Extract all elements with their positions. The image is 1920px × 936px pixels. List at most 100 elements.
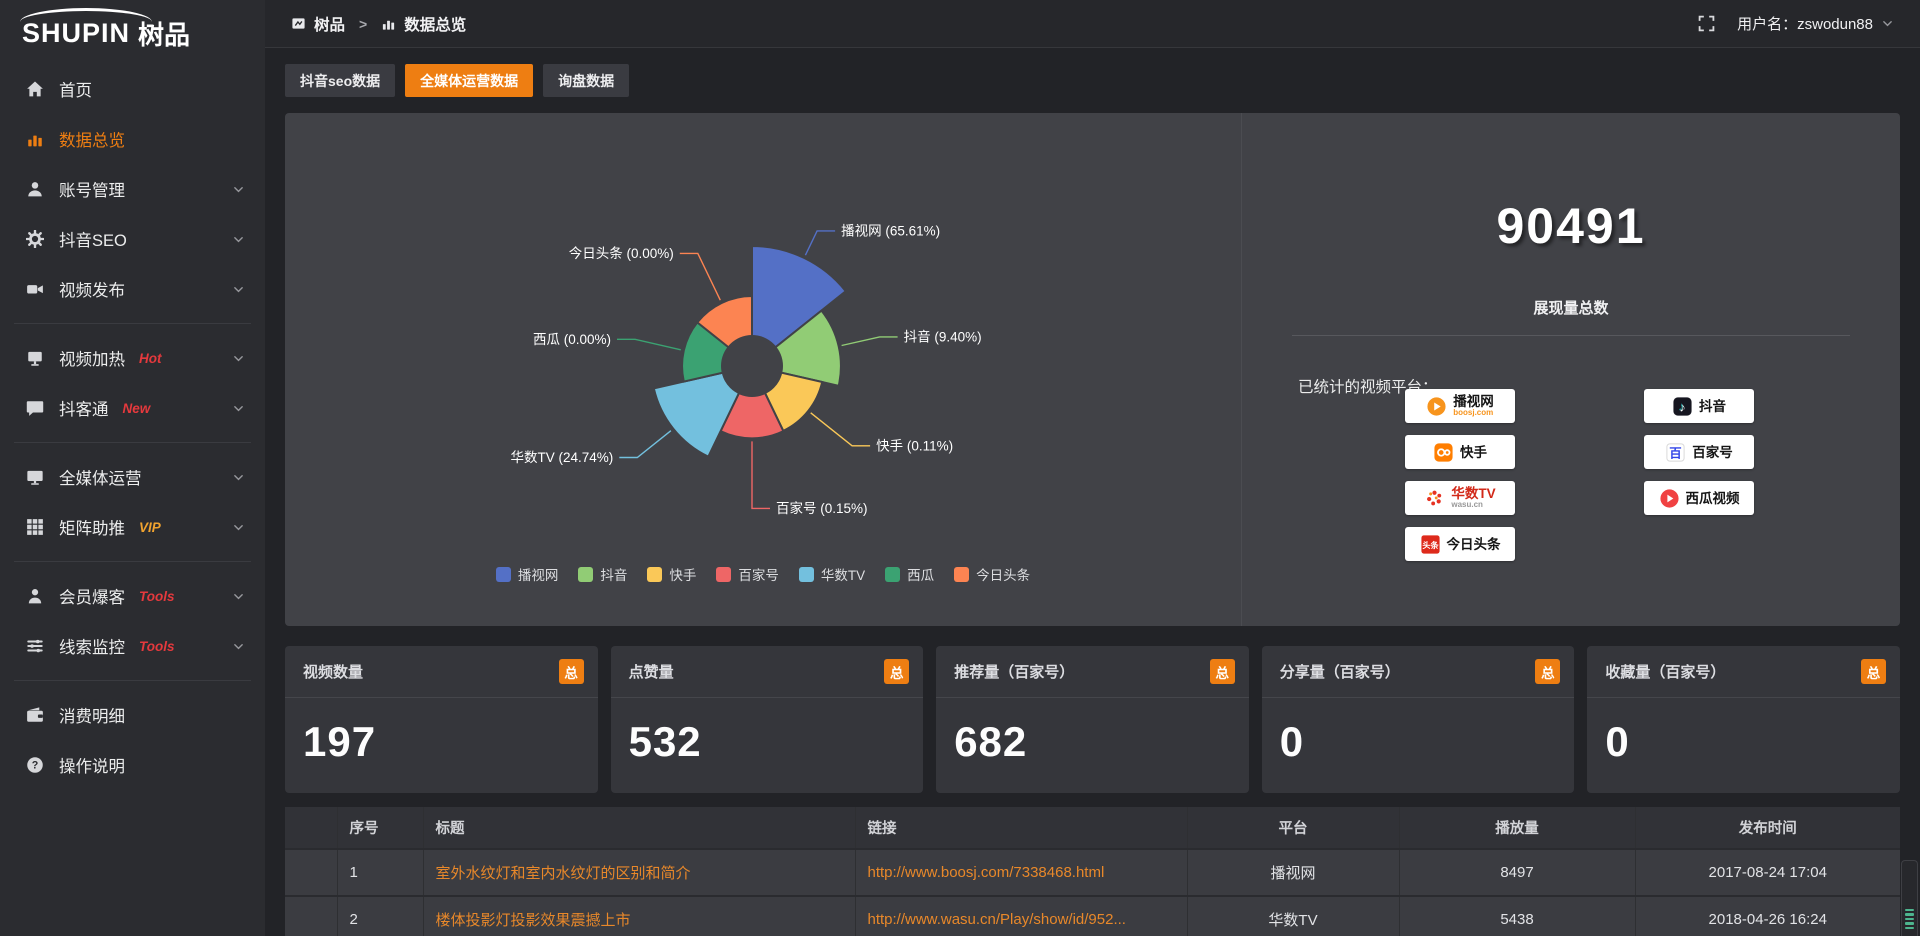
pie-slice-华数TV[interactable] bbox=[652, 364, 754, 459]
sidebar-item-label: 抖音SEO bbox=[59, 232, 127, 250]
sidebar-item-矩阵助推[interactable]: 矩阵助推 VIP bbox=[0, 502, 265, 552]
tab-抖音seo数据[interactable]: 抖音seo数据 bbox=[285, 64, 396, 97]
stat-card-label: 收藏量（百家号） bbox=[1605, 664, 1726, 681]
sidebar: SHUPIN 树品 首页数据总览账号管理抖音SEO 视频发布视频加热 Hot 抖客通 N… bbox=[0, 0, 265, 936]
stat-card-视频数量: 视频数量 总 197 bbox=[285, 646, 598, 793]
chevron-down-icon bbox=[232, 183, 245, 196]
legend-item-华数TV[interactable]: 华数TV bbox=[798, 564, 865, 584]
total-badge: 总 bbox=[884, 659, 910, 684]
sidebar-item-label: 账号管理 bbox=[59, 182, 125, 200]
chat-icon bbox=[26, 399, 44, 417]
toutiao-logo: 头条 bbox=[1420, 534, 1441, 555]
stat-card-value: 197 bbox=[303, 718, 377, 765]
cell-time: 2017-08-24 17:04 bbox=[1635, 849, 1900, 897]
cell-link[interactable]: http://www.boosj.com/7338468.html bbox=[855, 849, 1188, 897]
column-header-序号: 序号 bbox=[337, 807, 424, 850]
legend-swatch bbox=[647, 566, 663, 582]
cell-platform: 华数TV bbox=[1187, 896, 1400, 936]
tab-询盘数据[interactable]: 询盘数据 bbox=[543, 64, 630, 97]
cell-plays: 8497 bbox=[1399, 849, 1636, 897]
label-line-快手 bbox=[810, 412, 871, 447]
sidebar-item-账号管理[interactable]: 账号管理 bbox=[0, 164, 265, 214]
sidebar-item-label: 矩阵助推 bbox=[59, 520, 125, 538]
sidebar-item-label: 会员爆客 bbox=[59, 589, 125, 607]
stat-card-value: 0 bbox=[1605, 718, 1630, 765]
legend-label: 播视网 bbox=[517, 568, 559, 583]
legend-label: 快手 bbox=[669, 568, 697, 583]
sidebar-divider bbox=[14, 680, 251, 681]
legend-swatch bbox=[954, 566, 970, 582]
table-row: 1 室外水纹灯和室内水纹灯的区别和简介 http://www.boosj.com/7… bbox=[285, 849, 1900, 897]
stat-card-收藏量（百家号）: 收藏量（百家号） 总 0 bbox=[1587, 646, 1900, 793]
platform-badge-华数TV: 华数TV wasu.cn bbox=[1405, 481, 1515, 515]
sidebar-item-抖客通[interactable]: 抖客通 New bbox=[0, 383, 265, 433]
cell-index: 2 bbox=[337, 896, 424, 936]
legend-item-抖音[interactable]: 抖音 bbox=[578, 564, 627, 584]
sidebar-item-操作说明[interactable]: ? 操作说明 bbox=[0, 740, 265, 790]
total-badge: 总 bbox=[1209, 659, 1235, 684]
column-header-标题: 标题 bbox=[423, 807, 856, 850]
sidebar-item-label: 数据总览 bbox=[59, 132, 125, 150]
sidebar-item-数据总览[interactable]: 数据总览 bbox=[0, 114, 265, 164]
total-badge: 总 bbox=[558, 659, 584, 684]
sidebar-item-视频加热[interactable]: 视频加热 Hot bbox=[0, 333, 265, 383]
user-menu[interactable]: 用户名：zswodun88 bbox=[1737, 13, 1894, 34]
sidebar-item-label: 视频发布 bbox=[59, 282, 125, 300]
pie-label-今日头条: 今日头条 (0.00%) bbox=[569, 245, 674, 261]
legend-item-西瓜[interactable]: 西瓜 bbox=[885, 564, 934, 584]
sidebar-item-首页[interactable]: 首页 bbox=[0, 64, 265, 114]
platform-badge-name: 播视网 bbox=[1453, 394, 1494, 409]
stat-card-推荐量（百家号）: 推荐量（百家号） 总 682 bbox=[936, 646, 1249, 793]
cell-title[interactable]: 楼体投影灯投影效果震撼上市 bbox=[423, 896, 856, 936]
donut-hole bbox=[721, 335, 783, 397]
sidebar-item-全媒体运营[interactable]: 全媒体运营 bbox=[0, 452, 265, 502]
label-line-今日头条 bbox=[679, 252, 721, 301]
platform-badge-快手: 快手 bbox=[1405, 435, 1515, 469]
topbar-right: 用户名：zswodun88 bbox=[1698, 13, 1894, 34]
sidebar-item-消费明细[interactable]: 消费明细 bbox=[0, 690, 265, 740]
total-badge: 总 bbox=[1535, 659, 1561, 684]
wallet-icon bbox=[26, 706, 44, 724]
sidebar-item-线索监控[interactable]: 线索监控 Tools bbox=[0, 621, 265, 671]
legend-item-今日头条[interactable]: 今日头条 bbox=[954, 564, 1030, 584]
app-logo[interactable]: SHUPIN 树品 bbox=[0, 0, 265, 58]
stat-card-label: 分享量（百家号） bbox=[1279, 664, 1400, 681]
pie-slice-百家号[interactable] bbox=[719, 363, 785, 440]
column-header-平台: 平台 bbox=[1187, 807, 1400, 850]
chevron-down-icon bbox=[232, 233, 245, 246]
question-icon: ? bbox=[26, 756, 44, 774]
sidebar-item-抖音SEO[interactable]: 抖音SEO bbox=[0, 214, 265, 264]
boosj-logo bbox=[1426, 396, 1447, 417]
tab-全媒体运营数据[interactable]: 全媒体运营数据 bbox=[405, 64, 534, 97]
pie-label-快手: 快手 (0.11%) bbox=[876, 438, 953, 453]
pie-slice-播视网[interactable] bbox=[751, 244, 848, 369]
chevron-down-icon bbox=[232, 402, 245, 415]
label-line-播视网 bbox=[804, 230, 836, 256]
cell-title[interactable]: 室外水纹灯和室内水纹灯的区别和简介 bbox=[423, 849, 856, 897]
legend-item-播视网[interactable]: 播视网 bbox=[495, 564, 559, 584]
breadcrumb-item-current[interactable]: 数据总览 bbox=[404, 16, 467, 34]
grid-icon bbox=[26, 518, 44, 536]
pie-label-抖音: 抖音 (9.40%) bbox=[904, 328, 982, 344]
breadcrumb-item-root[interactable]: 树品 bbox=[314, 16, 346, 34]
sidebar-item-会员爆客[interactable]: 会员爆客 Tools bbox=[0, 571, 265, 621]
summary-panel: 90491 展现量总数 已统计的视频平台： 播视网 boosj.com 快手 华数TV… bbox=[1241, 113, 1900, 626]
platforms-title: 已统计的视频平台： bbox=[1298, 379, 1438, 396]
platform-badge-sub: wasu.cn bbox=[1451, 500, 1483, 509]
label-line-百家号 bbox=[751, 441, 770, 510]
legend-item-快手[interactable]: 快手 bbox=[647, 564, 696, 584]
platform-badge-name: 西瓜视频 bbox=[1685, 490, 1740, 506]
chevron-down-icon bbox=[1881, 17, 1894, 30]
stat-card-header: 点赞量 总 bbox=[610, 646, 924, 698]
cell-link[interactable]: http://www.wasu.cn/Play/show/id/952... bbox=[855, 896, 1188, 936]
svg-text:♪: ♪ bbox=[1678, 399, 1684, 413]
fullscreen-icon[interactable] bbox=[1698, 15, 1715, 32]
platform-badge-name: 抖音 bbox=[1699, 398, 1726, 414]
floating-widget[interactable] bbox=[1901, 860, 1918, 936]
platform-badge-百家号: 百百家号 bbox=[1644, 435, 1754, 469]
breadcrumb-home-icon bbox=[291, 16, 306, 31]
chart-legend: 播视网 抖音 快手 百家号 华数TV 西瓜 今日头条 bbox=[285, 564, 1241, 584]
rose-chart-canvas[interactable]: 播视网 (65.61%) 抖音 (9.40%) 快手 (0.11%) 百家号 (0.1… bbox=[285, 113, 1241, 626]
legend-item-百家号[interactable]: 百家号 bbox=[716, 564, 779, 584]
sidebar-item-视频发布[interactable]: 视频发布 bbox=[0, 264, 265, 314]
